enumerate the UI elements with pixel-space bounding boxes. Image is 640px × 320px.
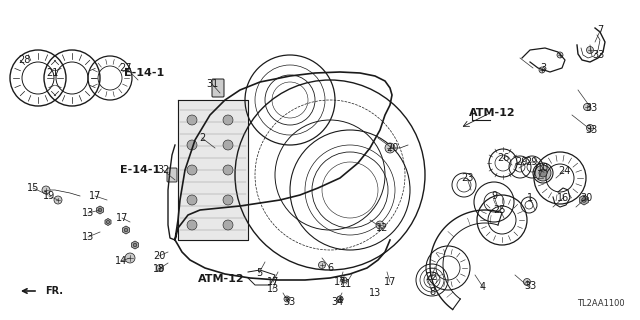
Circle shape xyxy=(187,140,197,150)
Circle shape xyxy=(586,46,593,53)
Text: 19: 19 xyxy=(43,191,55,201)
FancyBboxPatch shape xyxy=(212,79,224,97)
Polygon shape xyxy=(178,100,248,240)
Circle shape xyxy=(187,115,197,125)
Text: 20: 20 xyxy=(153,251,165,261)
Text: 30: 30 xyxy=(580,193,592,203)
Text: ATM-12: ATM-12 xyxy=(198,274,244,284)
Circle shape xyxy=(106,220,109,224)
Circle shape xyxy=(187,220,197,230)
Text: 34: 34 xyxy=(331,297,343,307)
Text: 10: 10 xyxy=(537,163,549,173)
Text: 20: 20 xyxy=(386,143,398,153)
Circle shape xyxy=(341,277,347,283)
Polygon shape xyxy=(132,241,138,249)
Text: 21: 21 xyxy=(46,68,58,78)
Circle shape xyxy=(539,169,547,177)
Text: 31: 31 xyxy=(206,79,218,89)
Text: 17: 17 xyxy=(384,277,396,287)
Text: 7: 7 xyxy=(597,25,603,35)
Circle shape xyxy=(223,140,233,150)
Circle shape xyxy=(319,261,326,268)
Circle shape xyxy=(157,265,163,271)
Text: 17: 17 xyxy=(267,277,279,287)
Circle shape xyxy=(284,296,290,302)
Text: 3: 3 xyxy=(540,63,546,73)
Circle shape xyxy=(584,103,591,110)
Text: 12: 12 xyxy=(376,223,388,233)
Text: 17: 17 xyxy=(116,213,128,223)
Text: 33: 33 xyxy=(524,281,536,291)
Circle shape xyxy=(223,165,233,175)
Circle shape xyxy=(376,221,384,229)
Text: 17: 17 xyxy=(334,277,346,287)
Circle shape xyxy=(337,296,343,302)
Text: 8: 8 xyxy=(429,287,435,297)
Text: 33: 33 xyxy=(592,50,604,60)
Text: FR.: FR. xyxy=(45,286,63,296)
Circle shape xyxy=(187,165,197,175)
Text: 2: 2 xyxy=(199,133,205,143)
Polygon shape xyxy=(97,206,104,214)
Text: 27: 27 xyxy=(120,63,132,73)
Circle shape xyxy=(557,52,563,58)
Text: ATM-12: ATM-12 xyxy=(468,108,515,118)
Circle shape xyxy=(98,208,102,212)
Text: 23: 23 xyxy=(461,173,473,183)
Text: 18: 18 xyxy=(153,264,165,274)
Text: 15: 15 xyxy=(27,183,39,193)
Text: 11: 11 xyxy=(340,279,352,289)
Text: 24: 24 xyxy=(558,166,570,176)
Text: 28: 28 xyxy=(18,55,30,65)
Text: E-14-1: E-14-1 xyxy=(120,165,160,175)
Text: 32: 32 xyxy=(157,165,169,175)
Polygon shape xyxy=(122,226,129,234)
Text: 13: 13 xyxy=(82,208,94,218)
Text: E-14-1: E-14-1 xyxy=(124,68,164,78)
Text: 4: 4 xyxy=(480,282,486,292)
Text: 22: 22 xyxy=(426,272,438,282)
Polygon shape xyxy=(580,195,588,205)
Circle shape xyxy=(524,278,531,285)
Text: 9: 9 xyxy=(491,191,497,201)
Text: 14: 14 xyxy=(115,256,127,266)
Text: 26: 26 xyxy=(497,153,509,163)
Circle shape xyxy=(223,220,233,230)
Text: 6: 6 xyxy=(327,263,333,273)
Text: 13: 13 xyxy=(267,284,279,294)
Text: 13: 13 xyxy=(369,288,381,298)
Circle shape xyxy=(223,115,233,125)
Text: 33: 33 xyxy=(585,125,597,135)
Circle shape xyxy=(42,186,50,194)
Circle shape xyxy=(187,195,197,205)
Text: 13: 13 xyxy=(82,232,94,242)
Circle shape xyxy=(124,228,128,232)
Text: 25: 25 xyxy=(493,205,506,215)
Text: 33: 33 xyxy=(585,103,597,113)
Text: 17: 17 xyxy=(89,191,101,201)
Circle shape xyxy=(582,198,586,202)
Circle shape xyxy=(535,165,551,181)
Text: 29: 29 xyxy=(515,157,527,167)
Circle shape xyxy=(223,195,233,205)
Circle shape xyxy=(539,67,545,73)
Text: TL2AA1100: TL2AA1100 xyxy=(577,299,625,308)
Text: 5: 5 xyxy=(256,268,262,278)
FancyBboxPatch shape xyxy=(167,168,177,182)
Circle shape xyxy=(125,253,135,263)
Text: 16: 16 xyxy=(557,193,569,203)
Circle shape xyxy=(54,196,62,204)
Text: 29: 29 xyxy=(525,157,537,167)
Polygon shape xyxy=(105,219,111,226)
Circle shape xyxy=(586,124,593,132)
Circle shape xyxy=(133,243,137,247)
Text: 1: 1 xyxy=(527,193,533,203)
Circle shape xyxy=(385,143,395,153)
Text: 33: 33 xyxy=(283,297,295,307)
Circle shape xyxy=(337,296,343,302)
